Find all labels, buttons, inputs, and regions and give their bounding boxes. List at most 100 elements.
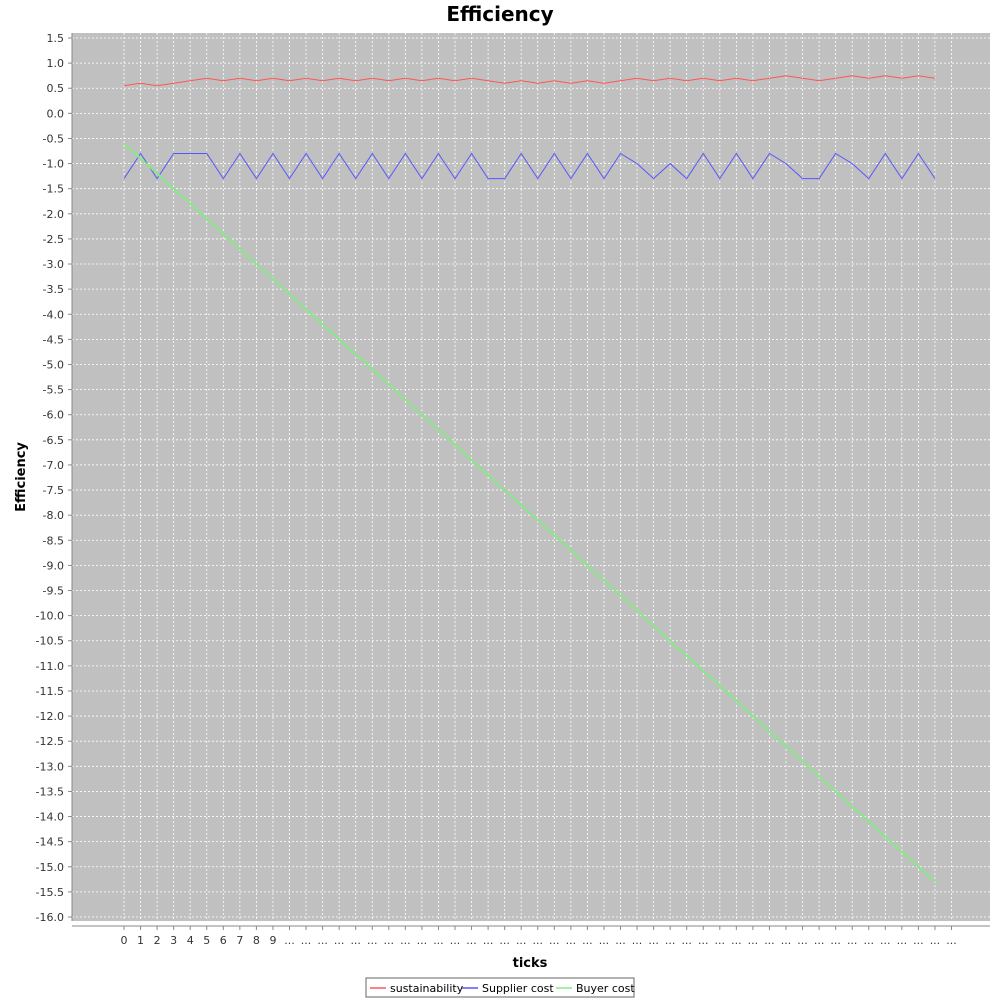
x-tick-label: ...	[582, 934, 593, 947]
x-tick-label: ...	[284, 934, 295, 947]
x-tick-label: ...	[681, 934, 692, 947]
x-tick-label: 1	[137, 934, 144, 947]
x-tick-label: ...	[483, 934, 494, 947]
x-tick-label: ...	[350, 934, 361, 947]
y-tick-label: -7.0	[43, 459, 64, 472]
y-tick-label: -15.5	[36, 886, 64, 899]
y-tick-label: -9.0	[43, 559, 64, 572]
y-tick-label: -4.0	[43, 308, 64, 321]
y-tick-label: -14.5	[36, 836, 64, 849]
x-tick-label: 4	[187, 934, 194, 947]
y-tick-label: -0.5	[43, 132, 64, 145]
legend-label: Buyer cost	[576, 982, 635, 995]
x-tick-label: ...	[433, 934, 444, 947]
y-axis: 1.5 1.0 0.5 0.0 -0.5 -1.0 -1.5 -2.0 -2.5 -3.0 -3.5…	[36, 32, 73, 924]
x-tick-label: ...	[632, 934, 643, 947]
legend-label: Supplier cost	[482, 982, 554, 995]
chart-title: Efficiency	[446, 2, 553, 26]
y-tick-label: 0.0	[47, 107, 65, 120]
y-tick-label: -15.0	[36, 861, 64, 874]
x-tick-label: ...	[301, 934, 312, 947]
series-line-buyer-cost	[123, 142, 936, 883]
gridlines	[72, 33, 990, 921]
y-tick-label: -5.0	[43, 358, 64, 371]
x-tick-label: ...	[367, 934, 378, 947]
y-tick-label: -13.5	[36, 785, 64, 798]
x-tick-label: 0	[121, 934, 128, 947]
x-tick-label: ...	[317, 934, 328, 947]
x-tick-label: ...	[764, 934, 775, 947]
x-axis: 0 1 2 3 4 5 6 7 8 9..............................…	[72, 925, 990, 947]
y-tick-label: -1.5	[43, 183, 64, 196]
x-axis-label: ticks	[513, 956, 548, 971]
series-line-supplier-cost	[123, 152, 936, 180]
y-tick-label: -5.5	[43, 384, 64, 397]
y-tick-label: -2.0	[43, 208, 64, 221]
y-tick-label: -6.0	[43, 409, 64, 422]
y-tick-label: -4.5	[43, 333, 64, 346]
x-tick-label: ...	[466, 934, 477, 947]
x-tick-label: ...	[797, 934, 808, 947]
x-tick-label: ...	[830, 934, 841, 947]
x-tick-label: ...	[400, 934, 411, 947]
x-tick-label: ...	[897, 934, 908, 947]
x-tick-label: ...	[516, 934, 527, 947]
x-tick-label: ...	[533, 934, 544, 947]
x-tick-label: 9	[269, 934, 276, 947]
x-tick-label: ...	[930, 934, 941, 947]
x-tick-label: ...	[334, 934, 345, 947]
y-tick-label: -7.5	[43, 484, 64, 497]
x-tick-label: ...	[748, 934, 759, 947]
legend: sustainability Supplier cost Buyer cost	[365, 977, 635, 998]
y-tick-label: -13.0	[36, 760, 64, 773]
x-tick-label: ...	[847, 934, 858, 947]
y-tick-label: -9.5	[43, 585, 64, 598]
y-tick-label: -12.0	[36, 710, 64, 723]
y-tick-label: -11.0	[36, 660, 64, 673]
y-tick-label: -14.0	[36, 811, 64, 824]
y-tick-label: -3.0	[43, 258, 64, 271]
x-tick-label: ...	[698, 934, 709, 947]
x-tick-label: ...	[384, 934, 395, 947]
x-tick-label: ...	[599, 934, 610, 947]
x-tick-label: ...	[417, 934, 428, 947]
x-tick-label: ...	[499, 934, 510, 947]
x-tick-label: ...	[566, 934, 577, 947]
x-tick-label: 3	[170, 934, 177, 947]
plot-area	[72, 33, 990, 921]
y-axis-label: Efficiency	[14, 442, 29, 512]
x-tick-label: ...	[715, 934, 726, 947]
x-tick-label: ...	[615, 934, 626, 947]
y-tick-label: -1.0	[43, 158, 64, 171]
x-tick-label: ...	[665, 934, 676, 947]
x-tick-label: 6	[220, 934, 227, 947]
x-tick-label: ...	[648, 934, 659, 947]
x-tick-label: ...	[946, 934, 957, 947]
series-lines	[123, 75, 936, 883]
x-tick-label: ...	[781, 934, 792, 947]
y-tick-label: -10.0	[36, 610, 64, 623]
y-tick-label: -10.5	[36, 635, 64, 648]
x-tick-label: 5	[203, 934, 210, 947]
y-tick-label: 1.5	[47, 32, 65, 45]
y-tick-label: -2.5	[43, 233, 64, 246]
y-tick-label: -11.5	[36, 685, 64, 698]
x-tick-label: ...	[880, 934, 891, 947]
y-tick-label: -16.0	[36, 911, 64, 924]
x-tick-label: 2	[154, 934, 161, 947]
y-tick-label: 1.0	[47, 57, 65, 70]
x-tick-label: ...	[549, 934, 560, 947]
x-tick-label: ...	[814, 934, 825, 947]
y-tick-label: -12.5	[36, 735, 64, 748]
x-tick-label: ...	[913, 934, 924, 947]
y-tick-label: -6.5	[43, 434, 64, 447]
y-tick-label: -8.5	[43, 534, 64, 547]
x-tick-label: ...	[450, 934, 461, 947]
x-tick-label: ...	[731, 934, 742, 947]
y-tick-label: -3.5	[43, 283, 64, 296]
x-tick-label: 8	[253, 934, 260, 947]
legend-label: sustainability	[390, 982, 464, 995]
series-line-sustainability	[123, 75, 936, 87]
x-tick-label: 7	[236, 934, 243, 947]
